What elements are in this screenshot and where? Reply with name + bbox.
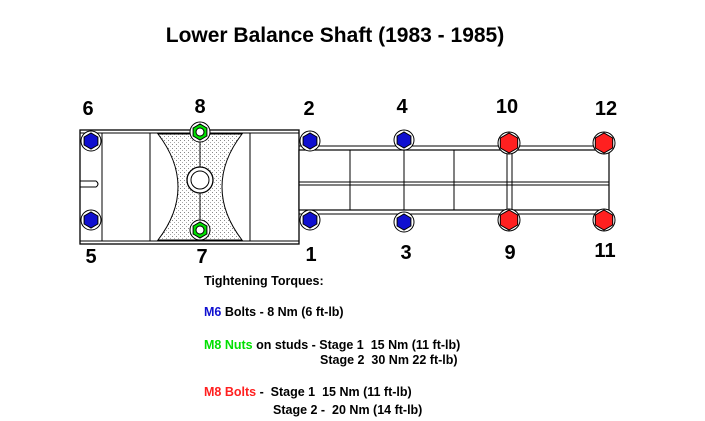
bolt-7-m8-nuts [189, 219, 211, 241]
bolt-1-m6 [299, 209, 321, 231]
bolt-5-m6 [80, 209, 102, 231]
housing-slot [80, 180, 99, 188]
legend-m8-bolts-label: M8 Bolts [204, 385, 257, 399]
bolt-8-m8-nuts [189, 121, 211, 143]
diagram-title: Lower Balance Shaft (1983 - 1985) [165, 24, 505, 47]
legend-m6-row: M6 Bolts - 8 Nm (6 ft-lb) [204, 305, 344, 319]
bolt-number-6: 6 [82, 98, 94, 120]
legend-m8-nuts-label: M8 Nuts [204, 338, 253, 352]
bolt-number-7: 7 [196, 246, 208, 268]
bolt-number-5: 5 [85, 246, 97, 268]
bolt-2-m6 [299, 130, 321, 152]
bolt-number-10: 10 [495, 96, 519, 118]
shaft-bore-inner [190, 170, 210, 190]
bolt-number-2: 2 [303, 98, 315, 120]
legend-m8-nuts-text: on studs - Stage 1 15 Nm (11 ft-lb) [252, 338, 461, 352]
bolt-12-m8-bolts [592, 131, 616, 155]
bolt-number-4: 4 [396, 96, 408, 118]
bolt-11-m8-bolts [592, 208, 616, 232]
bolt-number-8: 8 [194, 96, 206, 118]
bolt-10-m8-bolts [497, 131, 521, 155]
bolt-4-m6 [393, 129, 415, 151]
legend-m8-bolts-stage2: Stage 2 - 20 Nm (14 ft-lb) [273, 403, 423, 417]
legend-m6-text: Bolts - 8 Nm (6 ft-lb) [221, 305, 344, 319]
bolt-number-3: 3 [400, 242, 412, 264]
bolt-9-m8-bolts [497, 208, 521, 232]
bolt-number-1: 1 [305, 244, 317, 266]
bolt-number-12: 12 [594, 98, 618, 120]
legend-m8-bolts-text: - Stage 1 15 Nm (11 ft-lb) [256, 385, 412, 399]
bolt-number-11: 11 [594, 240, 616, 262]
legend-m8-nuts-row: M8 Nuts on studs - Stage 1 15 Nm (11 ft-… [204, 338, 460, 352]
bolt-6-m6 [80, 130, 102, 152]
legend-m8-nuts-stage2: Stage 2 30 Nm 22 ft-lb) [320, 353, 458, 367]
bolt-3-m6 [393, 211, 415, 233]
legend-m6-label: M6 [204, 305, 222, 319]
legend-heading: Tightening Torques: [204, 274, 324, 288]
bolt-number-9: 9 [504, 242, 516, 264]
legend-m8-bolts-row: M8 Bolts - Stage 1 15 Nm (11 ft-lb) [204, 385, 412, 399]
